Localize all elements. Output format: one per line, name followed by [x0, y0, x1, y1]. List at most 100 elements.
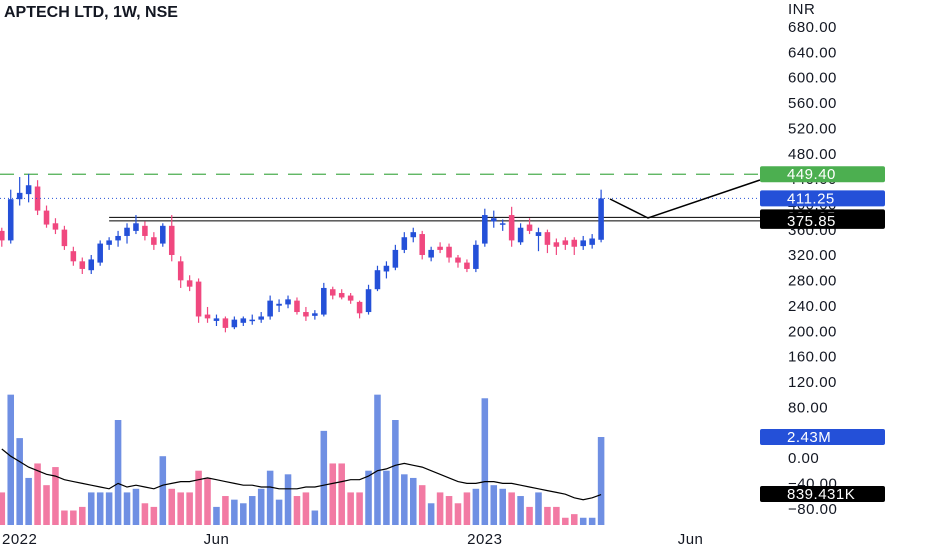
volume-bar [266, 470, 274, 525]
volume-bar [132, 488, 140, 525]
volume-bar [168, 488, 176, 525]
volume-bar [499, 488, 506, 525]
x-tick-label: 2023 [467, 531, 502, 548]
candle-body [0, 230, 5, 241]
y-tick-label: 600.00 [788, 70, 837, 87]
volume-bar [579, 517, 587, 525]
candle-body [97, 243, 103, 263]
last-price-label: 411.25 [787, 190, 835, 207]
level-label-box [760, 166, 885, 183]
candle-body [374, 270, 381, 290]
y-tick-label: 480.00 [788, 146, 837, 163]
chart-title: APTECH LTD, 1W, NSE [4, 4, 178, 21]
volume-bar [392, 420, 399, 525]
candle-body [195, 281, 202, 317]
candle-body [61, 229, 68, 247]
candle-body [186, 280, 193, 287]
volume-bar [248, 496, 256, 525]
volume-bar [356, 492, 363, 525]
y-tick-label: 200.00 [788, 323, 837, 340]
volume-bar [43, 485, 50, 525]
volume-bar [61, 510, 68, 525]
candle-body [482, 215, 488, 244]
volume-bar [401, 474, 408, 525]
y-tick-label: 280.00 [788, 273, 837, 290]
candle-body [437, 246, 443, 250]
y-tick-label: 560.00 [788, 95, 837, 112]
y-tick-label: 0.00 [788, 450, 819, 467]
volume-bar [293, 496, 301, 525]
volume-bar [186, 492, 193, 525]
candle-body [490, 218, 497, 222]
candle-body [473, 244, 479, 269]
volume-bar [114, 420, 122, 525]
volume-bar [365, 470, 372, 525]
candle-body [240, 318, 247, 323]
volume-bar [87, 492, 95, 525]
candle-body [329, 289, 336, 296]
candle-body [213, 318, 220, 321]
volume-bar [311, 510, 319, 525]
candle-body [222, 318, 229, 328]
volume-bar [544, 506, 551, 525]
candle-body [52, 223, 59, 230]
candle-body [347, 295, 354, 301]
y-tick-label: 680.00 [788, 19, 837, 36]
candle-body [16, 192, 23, 200]
currency-label: INR [788, 1, 815, 18]
candle-body [428, 249, 434, 258]
candle-body [124, 227, 130, 236]
candle-body [303, 312, 309, 317]
candle-body [365, 289, 372, 313]
candle-body [168, 225, 175, 255]
volume-label-box [760, 429, 885, 445]
volume-bar [195, 470, 202, 525]
volume-bar [16, 438, 23, 525]
candle-body [151, 237, 157, 245]
volume-bar [25, 477, 32, 525]
volume-bar [222, 496, 229, 525]
level-label: 375.85 [787, 213, 836, 230]
x-tick-label: 2022 [2, 531, 37, 548]
y-tick-label: 120.00 [788, 374, 837, 391]
candle-body [106, 240, 112, 245]
volume-bar [79, 506, 86, 525]
candle-body [267, 300, 273, 317]
candle-body [446, 246, 452, 258]
volume-bar [52, 467, 59, 525]
y-tick-label: 520.00 [788, 120, 837, 137]
candle-body [285, 299, 291, 305]
volume-bar [96, 492, 104, 525]
candle-body [43, 210, 50, 225]
volume-label: 2.43M [787, 429, 831, 446]
volume-bar [329, 463, 337, 525]
candle-body [544, 232, 551, 245]
candle-body [177, 261, 184, 281]
volume-bar [597, 437, 605, 525]
volume-bar [427, 503, 435, 525]
volume-bar [418, 485, 426, 525]
candle-body [508, 215, 515, 241]
volume-bar [445, 496, 453, 525]
level-label: 449.40 [787, 166, 836, 183]
candle-body [79, 261, 86, 269]
volume-bar [570, 514, 578, 525]
volume-bar [436, 492, 444, 525]
volume-bar [123, 492, 131, 525]
volume-bar [204, 477, 211, 525]
volume-bar [141, 503, 149, 525]
last-price-label-box [760, 190, 885, 207]
candle-body [526, 224, 533, 231]
volume-bar [70, 510, 77, 525]
volume-bar [454, 503, 462, 525]
candle-body [383, 265, 390, 272]
volume-bar [34, 463, 41, 525]
candle-body [25, 185, 32, 195]
volume-bar [0, 492, 6, 525]
candle-body [580, 240, 586, 247]
candle-body [276, 303, 282, 306]
volume-bar [481, 398, 489, 525]
volume-bar [374, 394, 381, 525]
